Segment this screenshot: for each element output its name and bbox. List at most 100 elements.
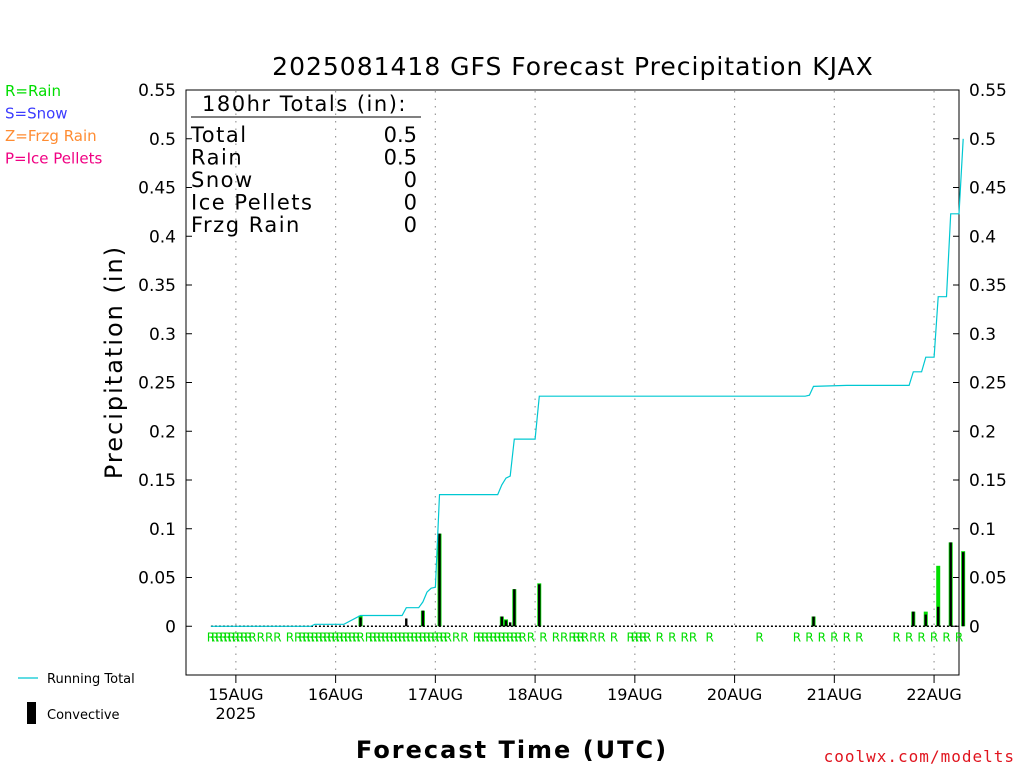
convective-swatch <box>27 702 36 724</box>
precip-type-marker: R <box>419 630 427 644</box>
precip-type-marker: R <box>568 630 576 644</box>
precip-type-marker: R <box>356 630 364 644</box>
x-tick-label: 21AUG <box>807 685 862 704</box>
y-tick-label: 0.35 <box>969 276 1007 296</box>
precip-type-marker: R <box>481 630 489 644</box>
precip-type-marker: R <box>219 630 227 644</box>
precip-type-marker: R <box>577 630 585 644</box>
precip-type-marker: R <box>656 630 664 644</box>
precip-type-marker: R <box>373 630 381 644</box>
precip-type-marker: R <box>942 630 950 644</box>
legend-item-rain: R=Rain <box>5 82 61 100</box>
precip-type-marker: R <box>643 630 651 644</box>
y-tick-label: 0.55 <box>138 81 176 101</box>
convective-bar <box>812 616 815 627</box>
convective-bar <box>912 611 915 627</box>
precip-type-marker: R <box>319 630 327 644</box>
precip-type-marker: R <box>402 630 410 644</box>
precip-type-marker: R <box>439 630 447 644</box>
precip-type-marker: R <box>207 630 215 644</box>
rain-bar <box>936 565 941 627</box>
precip-type-marker: R <box>236 630 244 644</box>
precip-type-marker: R <box>298 630 306 644</box>
chart-title: 2025081418 GFS Forecast Precipitation KJ… <box>272 52 874 81</box>
precip-type-marker: R <box>485 630 493 644</box>
precip-type-marker: R <box>348 630 356 644</box>
precip-type-marker: R <box>818 630 826 644</box>
precip-type-marker: R <box>681 630 689 644</box>
totals-value-total: 0.5 <box>384 123 417 147</box>
y-tick-label: 0.45 <box>138 179 176 199</box>
y-tick-label: 0.4 <box>149 227 176 247</box>
precip-type-marker: R <box>248 630 256 644</box>
y-tick-label: 0.05 <box>969 569 1007 589</box>
precip-type-marker: R <box>477 630 485 644</box>
precip-type-marker: R <box>510 630 518 644</box>
convective-bar <box>961 552 965 627</box>
precip-type-marker: R <box>452 630 460 644</box>
y-tick-label: 0.5 <box>969 130 996 150</box>
precip-type-marker: R <box>340 630 348 644</box>
day-gridlines <box>235 91 935 674</box>
precip-type-marker: R <box>390 630 398 644</box>
precip-type-marker: R <box>311 630 319 644</box>
precip-type-marker: R <box>635 630 643 644</box>
precip-type-marker: R <box>294 630 302 644</box>
precip-type-marker: R <box>336 630 344 644</box>
precip-type-marker: R <box>307 630 315 644</box>
precip-type-marker: R <box>431 630 439 644</box>
precip-type-marker: R <box>514 630 522 644</box>
precip-type-marker: R <box>930 630 938 644</box>
precip-type-marker: R <box>369 630 377 644</box>
precip-type-marker: R <box>435 630 443 644</box>
y-tick-label: 0.1 <box>149 520 176 540</box>
precip-type-marker: R <box>755 630 763 644</box>
precip-type-marker: R <box>344 630 352 644</box>
precip-type-marker: R <box>444 630 452 644</box>
totals-label-total: Total <box>190 123 248 147</box>
precip-type-marker: R <box>705 630 713 644</box>
bottom-legend: Running Total Convective <box>18 672 135 724</box>
legend-item-snow: S=Snow <box>5 105 68 123</box>
legend-item-ice-pellets: P=Ice Pellets <box>5 150 102 168</box>
precip-type-marker: R <box>327 630 335 644</box>
y-tick-label: 0.45 <box>969 179 1007 199</box>
precip-type-marker: R <box>381 630 389 644</box>
precip-type-marker: R <box>323 630 331 644</box>
y-tick-label: 0 <box>165 617 176 637</box>
precip-type-marker: R <box>498 630 506 644</box>
y-tick-label: 0.55 <box>969 81 1007 101</box>
precip-type-marker: R <box>257 630 265 644</box>
precip-type-marker: R <box>223 630 231 644</box>
precip-type-marker: R <box>793 630 801 644</box>
x-tick-label: 19AUG <box>607 685 662 704</box>
precip-type-marker: R <box>265 630 273 644</box>
precip-type-marker: R <box>211 630 219 644</box>
convective-bar <box>405 618 408 627</box>
precip-type-marker: R <box>560 630 568 644</box>
x-tick-sublabel: 2025 <box>216 704 257 723</box>
convective-bar <box>500 616 504 627</box>
legend-item-frzg-rain: Z=Frzg Rain <box>5 127 97 145</box>
precip-bars <box>358 533 966 627</box>
precip-type-marker: R <box>502 630 510 644</box>
running-total-line <box>210 138 964 627</box>
precip-type-marker: R <box>518 630 526 644</box>
precip-type-marker: R <box>552 630 560 644</box>
y-tick-label: 0.35 <box>138 276 176 296</box>
precip-type-marker: R <box>352 630 360 644</box>
x-tick-label: 16AUG <box>308 685 363 704</box>
convective-bar <box>508 622 512 627</box>
precip-type-marker: R <box>228 630 236 644</box>
precip-type-marker: R <box>377 630 385 644</box>
precip-type-marker: R <box>410 630 418 644</box>
precip-type-marker: R <box>489 630 497 644</box>
precip-type-marker: R <box>406 630 414 644</box>
precip-type-legend: R=Rain S=Snow Z=Frzg Rain P=Ice Pellets <box>5 82 102 168</box>
precip-type-marker: R <box>610 630 618 644</box>
y-axis-label: Precipitation (in) <box>100 245 128 479</box>
convective-bar <box>504 620 508 627</box>
convective-bar <box>421 610 425 627</box>
